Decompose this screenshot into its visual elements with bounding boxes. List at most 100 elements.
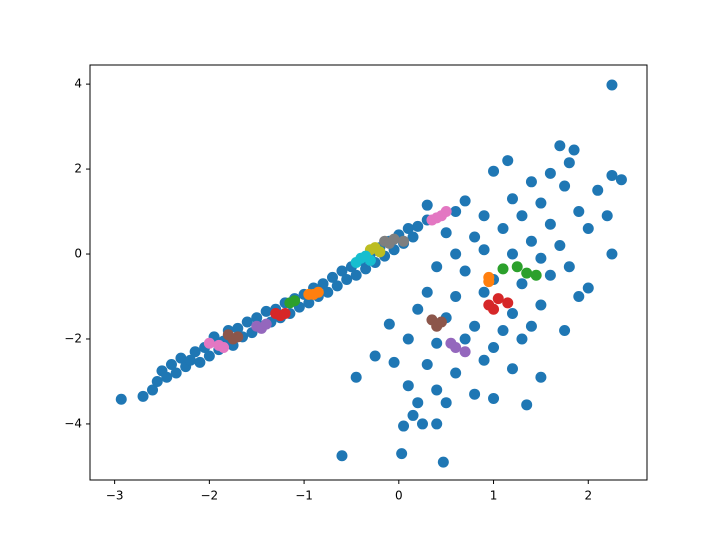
- point: [416, 418, 428, 430]
- y-tick-label: −2: [64, 331, 82, 345]
- point: [431, 261, 443, 273]
- point: [165, 358, 177, 370]
- point: [218, 341, 230, 353]
- point: [497, 324, 509, 336]
- point: [606, 248, 618, 260]
- point: [469, 231, 481, 243]
- point: [241, 316, 253, 328]
- point: [388, 356, 400, 368]
- point: [421, 358, 433, 370]
- point: [502, 297, 514, 309]
- point: [478, 210, 490, 222]
- point: [317, 278, 329, 290]
- point: [440, 397, 452, 409]
- point: [412, 220, 424, 232]
- point: [530, 269, 542, 281]
- point: [161, 371, 173, 383]
- point: [189, 346, 201, 358]
- point: [341, 274, 353, 286]
- point: [554, 240, 566, 252]
- point: [469, 320, 481, 332]
- point: [488, 303, 500, 315]
- point: [331, 280, 343, 292]
- x-tick-label: 1: [490, 489, 498, 503]
- point: [360, 250, 372, 262]
- point: [573, 206, 585, 218]
- point: [350, 371, 362, 383]
- point: [279, 307, 291, 319]
- point: [559, 324, 571, 336]
- point: [606, 79, 618, 91]
- point: [563, 261, 575, 273]
- point: [260, 305, 272, 317]
- x-tick-label: 0: [395, 489, 403, 503]
- point: [115, 393, 127, 405]
- point: [488, 392, 500, 404]
- point: [407, 231, 419, 243]
- point: [516, 210, 528, 222]
- point: [450, 248, 462, 260]
- point: [369, 350, 381, 362]
- point: [492, 293, 504, 305]
- point: [203, 350, 215, 362]
- point: [544, 167, 556, 179]
- point: [327, 271, 339, 283]
- point: [506, 248, 518, 260]
- point: [488, 165, 500, 177]
- point: [383, 237, 395, 249]
- point: [431, 212, 443, 224]
- x-tick-label: −1: [295, 489, 313, 503]
- point: [559, 180, 571, 192]
- point: [521, 399, 533, 411]
- point: [402, 223, 414, 235]
- point: [450, 367, 462, 379]
- point: [396, 448, 408, 460]
- point: [592, 184, 604, 196]
- point: [521, 267, 533, 279]
- point: [412, 397, 424, 409]
- point: [544, 269, 556, 281]
- x-tick-label: −3: [106, 489, 124, 503]
- point: [478, 354, 490, 366]
- y-tick-label: 0: [74, 247, 82, 261]
- point: [568, 144, 580, 156]
- point: [554, 140, 566, 152]
- point: [147, 384, 159, 396]
- point: [483, 276, 495, 288]
- point: [516, 333, 528, 345]
- point: [497, 223, 509, 235]
- point: [582, 282, 594, 294]
- point: [402, 380, 414, 392]
- point: [336, 265, 348, 277]
- point: [601, 210, 613, 222]
- point: [398, 235, 410, 247]
- point: [303, 297, 315, 309]
- point: [336, 450, 348, 462]
- point: [459, 195, 471, 207]
- point: [450, 341, 462, 353]
- point: [615, 174, 627, 186]
- point: [459, 346, 471, 358]
- point: [175, 352, 187, 364]
- point: [535, 197, 547, 209]
- x-tick-label: −2: [201, 489, 219, 503]
- point: [502, 155, 514, 167]
- point: [194, 356, 206, 368]
- point: [350, 269, 362, 281]
- point: [312, 286, 324, 298]
- point: [488, 341, 500, 353]
- point: [459, 265, 471, 277]
- point: [582, 223, 594, 235]
- point: [360, 263, 372, 275]
- point: [383, 318, 395, 330]
- point: [421, 199, 433, 211]
- point: [563, 157, 575, 169]
- y-tick-label: 2: [74, 162, 82, 176]
- x-tick-label: 2: [584, 489, 592, 503]
- point: [497, 263, 509, 275]
- point: [606, 169, 618, 181]
- point: [398, 420, 410, 432]
- point: [506, 363, 518, 375]
- point: [469, 388, 481, 400]
- point: [525, 235, 537, 247]
